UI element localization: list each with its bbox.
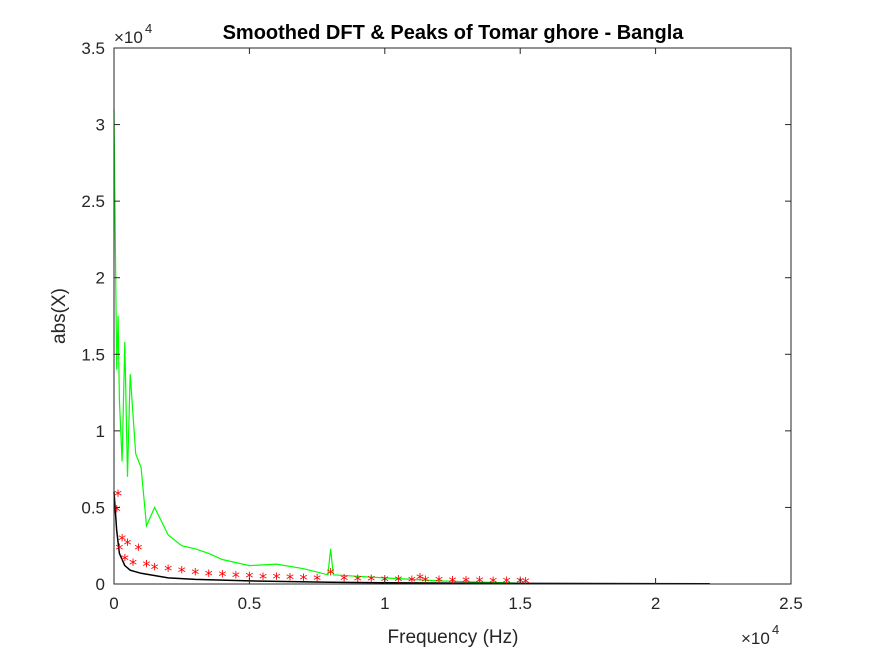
- y-axis-ticks: 0 0.5 1 1.5 2 2.5 3 3.5: [81, 39, 791, 594]
- x-tick-label: 2.5: [779, 594, 803, 613]
- peak-marker: *: [354, 571, 362, 590]
- y-tick-label: 2.5: [81, 192, 105, 211]
- peak-marker: *: [462, 573, 470, 592]
- y-tick-label: 0: [96, 575, 105, 594]
- peak-marker: *: [522, 573, 530, 592]
- peak-marker: *: [476, 573, 484, 592]
- peak-marker: *: [114, 486, 122, 505]
- x-tick-label: 1.5: [508, 594, 532, 613]
- peak-marker: *: [121, 550, 129, 569]
- peak-marker: *: [408, 572, 416, 591]
- y-tick-label: 1.5: [81, 345, 105, 364]
- peak-marker: *: [394, 572, 402, 591]
- dft-series-line: [113, 109, 521, 584]
- peak-marker: *: [313, 570, 321, 589]
- peak-marker: *: [178, 563, 186, 582]
- x-exponent-base: ×10: [741, 629, 770, 648]
- peak-marker: *: [300, 570, 308, 589]
- x-exponent: ×10 4: [741, 622, 779, 648]
- x-tick-label: 1: [380, 594, 389, 613]
- peak-marker: *: [435, 572, 443, 591]
- peak-marker: *: [259, 569, 267, 588]
- peak-marker: *: [327, 564, 335, 583]
- x-axis-label: Frequency (Hz): [388, 627, 519, 648]
- peak-marker: *: [340, 571, 348, 590]
- peak-marker: *: [134, 540, 142, 559]
- peak-marker: *: [142, 557, 150, 576]
- y-tick-label: 1: [96, 422, 105, 441]
- x-tick-label: 2: [651, 594, 660, 613]
- peak-marker: *: [489, 573, 497, 592]
- y-exponent-base: ×10: [114, 28, 143, 47]
- peak-marker: *: [286, 570, 294, 589]
- peak-marker: *: [124, 535, 132, 554]
- y-tick-label: 3: [96, 116, 105, 135]
- peak-marker: *: [503, 573, 511, 592]
- y-tick-label: 0.5: [81, 498, 105, 517]
- peak-marker: *: [421, 572, 429, 591]
- x-axis-ticks: 0 0.5 1 1.5 2 2.5: [109, 48, 803, 613]
- peak-marker: *: [367, 571, 375, 590]
- peak-marker: *: [115, 540, 123, 559]
- peak-marker: *: [272, 569, 280, 588]
- peak-marker: *: [205, 566, 213, 585]
- peak-marker: *: [129, 555, 137, 574]
- peak-marker: *: [113, 501, 121, 520]
- peak-marker: *: [151, 560, 159, 579]
- peak-marker: *: [449, 572, 457, 591]
- y-exponent-power: 4: [145, 21, 152, 36]
- x-exponent-power: 4: [772, 622, 779, 637]
- y-exponent: ×10 4: [114, 21, 152, 47]
- y-tick-label: 3.5: [81, 39, 105, 58]
- peak-marker: *: [218, 567, 226, 586]
- y-tick-label: 2: [96, 269, 105, 288]
- x-tick-label: 0.5: [238, 594, 262, 613]
- peak-marker: *: [191, 564, 199, 583]
- peak-marker: *: [245, 568, 253, 587]
- peak-marker: *: [232, 567, 240, 586]
- peak-marker: *: [164, 561, 172, 580]
- axes-box: [113, 47, 792, 585]
- y-axis-label: abs(X): [49, 288, 70, 344]
- peak-marker: *: [416, 570, 424, 589]
- x-tick-label: 0: [109, 594, 118, 613]
- chart-title: Smoothed DFT & Peaks of Tomar ghore - Ba…: [223, 22, 685, 44]
- peak-marker: *: [118, 531, 126, 550]
